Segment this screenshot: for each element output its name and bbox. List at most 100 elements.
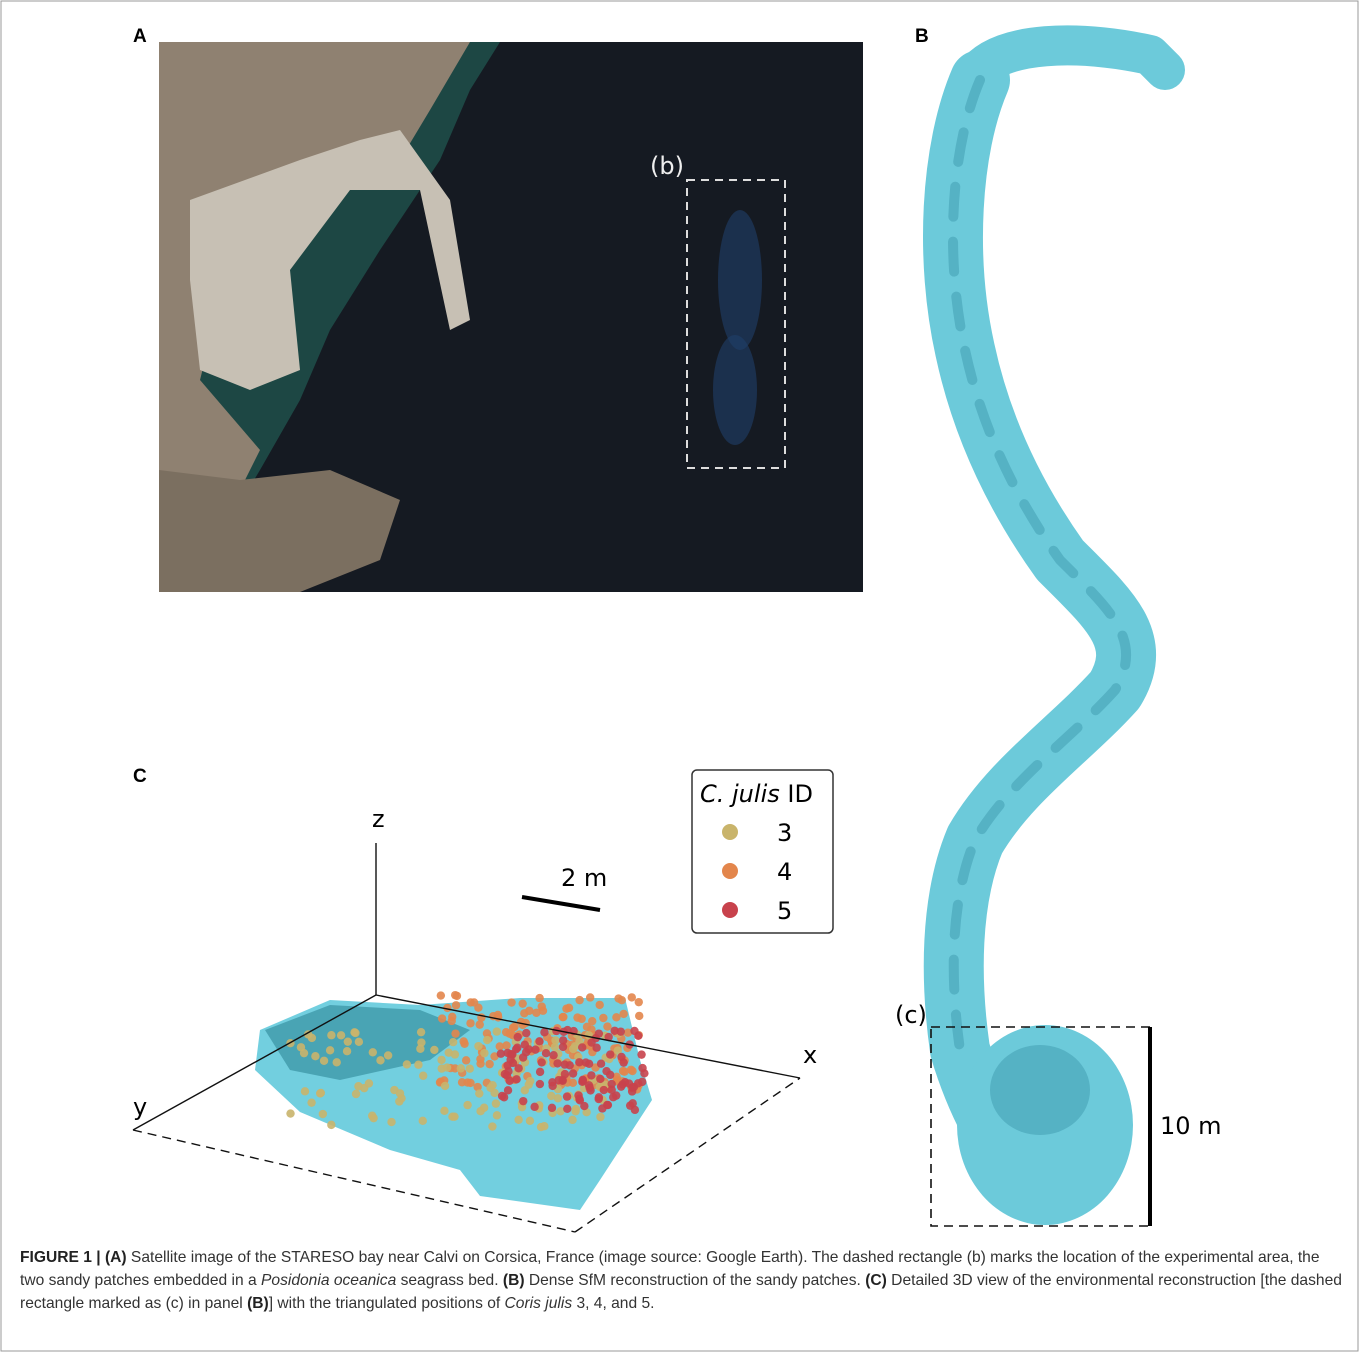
caption-part: Coris julis	[505, 1295, 573, 1312]
fish-position	[619, 1010, 627, 1018]
caption-part: Dense SfM reconstruction of the sandy pa…	[525, 1272, 866, 1289]
fish-position	[542, 1049, 550, 1057]
box-label: (c)	[895, 1001, 927, 1029]
fish-position	[440, 1107, 448, 1115]
fish-position	[494, 1013, 502, 1021]
fish-position	[369, 1114, 377, 1122]
fish-position	[596, 1113, 604, 1121]
fish-position	[437, 1056, 445, 1064]
fish-position	[606, 1050, 614, 1058]
caption-part: 3, 4, and 5.	[572, 1295, 654, 1312]
fish-position	[417, 1028, 425, 1036]
fish-position	[635, 998, 643, 1006]
fish-position	[496, 1042, 504, 1050]
fish-position	[571, 1107, 579, 1115]
fish-position	[307, 1098, 315, 1106]
fish-position	[514, 1033, 522, 1041]
fish-position	[463, 1101, 471, 1109]
caption-part: (B)	[503, 1272, 525, 1289]
satellite-image	[159, 42, 863, 592]
fish-position	[286, 1109, 294, 1117]
fish-position	[492, 1099, 500, 1107]
fish-position	[437, 991, 445, 999]
fish-position	[536, 1080, 544, 1088]
fish-position	[451, 1029, 459, 1037]
fish-position	[614, 994, 622, 1002]
fish-position	[540, 1028, 548, 1036]
scale-label: 2 m	[561, 864, 607, 892]
fish-position	[537, 1123, 545, 1131]
fish-position	[354, 1082, 362, 1090]
fish-position	[518, 999, 526, 1007]
legend-marker	[722, 824, 738, 840]
fish-position	[485, 1060, 493, 1068]
fish-position	[595, 1095, 603, 1103]
legend-label: 4	[777, 858, 792, 886]
fish-position	[617, 1082, 625, 1090]
fish-position	[395, 1097, 403, 1105]
fish-position	[525, 1080, 533, 1088]
fish-position	[486, 1084, 494, 1092]
fish-position	[396, 1089, 404, 1097]
fish-position	[548, 1082, 556, 1090]
fish-position	[476, 1107, 484, 1115]
fish-position	[563, 1105, 571, 1113]
fish-position	[522, 1048, 530, 1056]
fish-position	[365, 1079, 373, 1087]
fish-position	[466, 1019, 474, 1027]
fish-position	[327, 1031, 335, 1039]
fish-position	[337, 1031, 345, 1039]
axis-label: y	[133, 1093, 147, 1121]
fish-position	[384, 1051, 392, 1059]
fish-position	[488, 1122, 496, 1130]
fish-position	[448, 1013, 456, 1021]
fish-position	[344, 1037, 352, 1045]
fish-position	[538, 1002, 546, 1010]
fish-position	[417, 1038, 425, 1046]
fish-position	[458, 1078, 466, 1086]
legend-marker	[722, 902, 738, 918]
reconstruction	[953, 45, 1165, 1225]
legend-marker	[722, 863, 738, 879]
fish-position	[551, 1043, 559, 1051]
fish-position	[476, 1020, 484, 1028]
fish-position	[452, 1001, 460, 1009]
fish-position	[634, 1079, 642, 1087]
fish-position	[559, 1013, 567, 1021]
fish-position	[603, 1022, 611, 1030]
fish-position	[403, 1060, 411, 1068]
fish-position	[441, 1082, 449, 1090]
fish-position	[466, 1064, 474, 1072]
caption-part: Posidonia oceanica	[261, 1272, 396, 1289]
fish-position	[603, 1101, 611, 1109]
fish-position	[497, 1050, 505, 1058]
fish-position	[617, 1027, 625, 1035]
fish-position	[535, 1037, 543, 1045]
fish-position	[595, 1001, 603, 1009]
page: (b) A B (c) 10 m C z x y 2 m C. julis ID…	[0, 0, 1360, 1353]
fish-position	[483, 1036, 491, 1044]
fish-position	[504, 1086, 512, 1094]
fish-position	[619, 1067, 627, 1075]
legend-label: 3	[777, 819, 792, 847]
fish-position	[326, 1046, 334, 1054]
fish-position	[333, 1058, 341, 1066]
fish-position	[493, 1111, 501, 1119]
scale-label: 10 m	[1160, 1112, 1222, 1140]
caption-part: ] with the triangulated positions of	[269, 1295, 505, 1312]
fish-position	[512, 1075, 520, 1083]
fish-position	[630, 1027, 638, 1035]
fish-position	[355, 1038, 363, 1046]
fish-position	[443, 1063, 451, 1071]
box-label: (b)	[650, 152, 684, 180]
fish-position	[316, 1089, 324, 1097]
fish-position	[507, 1050, 515, 1058]
fish-position	[462, 1056, 470, 1064]
caption-part: FIGURE 1 | (A)	[20, 1249, 127, 1266]
legend-label: 5	[777, 897, 792, 925]
fish-position	[548, 1104, 556, 1112]
fish-position	[575, 1095, 583, 1103]
fish-position	[561, 1070, 569, 1078]
fish-position	[579, 1077, 587, 1085]
fish-position	[530, 1103, 538, 1111]
